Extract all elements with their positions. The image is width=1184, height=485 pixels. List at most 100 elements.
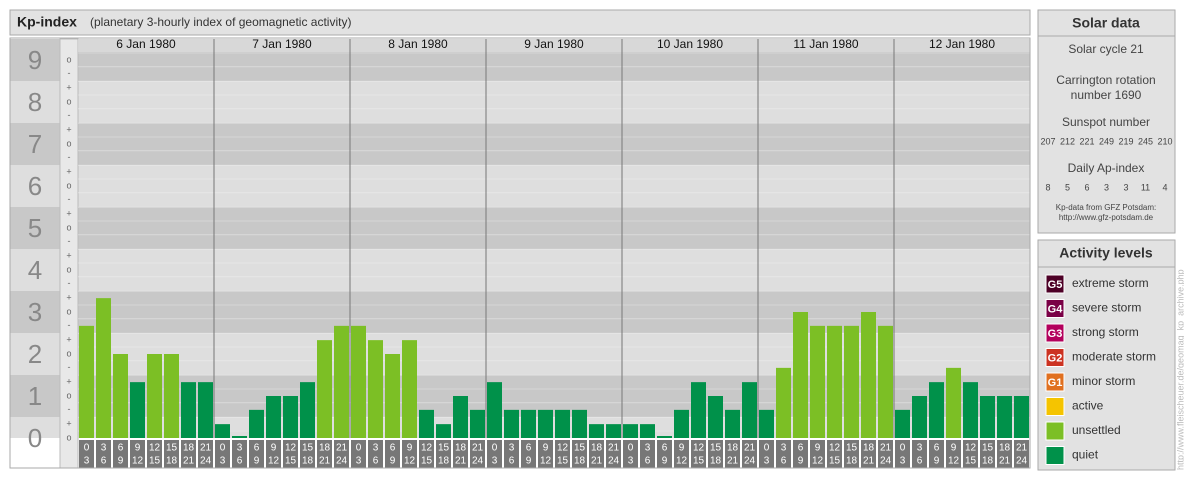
bar xyxy=(79,325,94,438)
hour-box xyxy=(198,440,213,468)
hour-label: 15 xyxy=(285,456,297,467)
bar xyxy=(606,424,621,438)
hour-box xyxy=(266,440,281,468)
bar xyxy=(844,325,859,438)
hour-box xyxy=(793,440,808,468)
bar xyxy=(759,409,774,438)
hour-label: 9 xyxy=(390,456,396,467)
hour-box xyxy=(776,440,791,468)
bar xyxy=(368,340,383,438)
hour-label: 21 xyxy=(608,443,620,454)
legend-swatch xyxy=(1045,348,1065,367)
hour-box xyxy=(249,440,264,468)
hour-label: 0 xyxy=(628,443,634,454)
day-label: 6 Jan 1980 xyxy=(116,37,176,51)
bar xyxy=(487,382,502,438)
bar xyxy=(113,354,128,438)
hour-box xyxy=(283,440,298,468)
hour-label: 3 xyxy=(917,443,923,454)
hour-label: 21 xyxy=(863,456,875,467)
hour-box xyxy=(623,440,638,468)
hour-label: 12 xyxy=(676,456,688,467)
hour-label: 12 xyxy=(285,443,297,454)
hour-box xyxy=(521,440,536,468)
minor-tick-label: + xyxy=(66,419,71,429)
hour-label: 18 xyxy=(302,456,314,467)
bar xyxy=(96,298,111,438)
hour-label: 18 xyxy=(710,456,722,467)
carrington: Carrington rotation xyxy=(1056,73,1155,87)
y-tick-label: 2 xyxy=(28,339,42,369)
day-label: 12 Jan 1980 xyxy=(929,37,995,51)
y-tick-label: 1 xyxy=(28,381,42,411)
legend-swatch xyxy=(1045,372,1065,392)
bar xyxy=(810,325,825,438)
hour-label: 21 xyxy=(591,456,603,467)
bar xyxy=(657,436,672,438)
hour-label: 15 xyxy=(693,456,705,467)
bar xyxy=(640,424,655,438)
legend-title: Activity levels xyxy=(1059,245,1153,261)
header-row xyxy=(78,39,1030,52)
sunspot-value: 210 xyxy=(1157,136,1172,146)
legend-swatch xyxy=(1045,397,1065,416)
hour-label: 15 xyxy=(710,443,722,454)
hour-label: 6 xyxy=(798,443,804,454)
band xyxy=(10,249,1030,291)
hour-label: 15 xyxy=(574,443,586,454)
hour-box xyxy=(215,440,230,468)
legend-label: unsettled xyxy=(1072,423,1121,437)
bar xyxy=(215,424,230,438)
hour-label: 6 xyxy=(917,456,923,467)
hour-box xyxy=(419,440,434,468)
hour-box xyxy=(572,440,587,468)
hour-label: 3 xyxy=(373,443,379,454)
hour-box xyxy=(708,440,723,468)
hour-label: 0 xyxy=(900,443,906,454)
legend-label: minor storm xyxy=(1072,374,1135,388)
hour-box xyxy=(317,440,332,468)
hour-label: 0 xyxy=(764,443,770,454)
hour-label: 18 xyxy=(863,443,875,454)
bar xyxy=(963,382,978,438)
bar xyxy=(691,382,706,438)
hour-label: 21 xyxy=(200,443,212,454)
day-label: 8 Jan 1980 xyxy=(388,37,448,51)
bar xyxy=(232,436,247,438)
y-tick-label: 8 xyxy=(28,87,42,117)
legend-label: active xyxy=(1072,399,1104,413)
band xyxy=(10,165,1030,207)
hour-label: 9 xyxy=(951,443,957,454)
hour-label: 24 xyxy=(200,456,212,467)
ap-value: 3 xyxy=(1123,182,1128,192)
hour-label: 15 xyxy=(149,456,161,467)
band xyxy=(10,123,1030,165)
band xyxy=(10,375,1030,417)
hour-box xyxy=(980,440,995,468)
hour-box xyxy=(334,440,349,468)
hour-label: 24 xyxy=(608,456,620,467)
day-label: 9 Jan 1980 xyxy=(524,37,584,51)
band xyxy=(10,81,1030,123)
legend-badge: G1 xyxy=(1048,377,1063,389)
hour-label: 21 xyxy=(336,443,348,454)
minor-tick-label: + xyxy=(66,125,71,135)
hour-box xyxy=(79,440,94,468)
legend-label: extreme storm xyxy=(1072,276,1149,290)
hour-label: 3 xyxy=(645,443,651,454)
legend-badge: G5 xyxy=(1048,279,1063,291)
bar xyxy=(351,325,366,438)
hour-label: 12 xyxy=(812,456,824,467)
band xyxy=(10,207,1030,249)
hour-label: 15 xyxy=(302,443,314,454)
hour-label: 15 xyxy=(829,456,841,467)
hour-box xyxy=(674,440,689,468)
bar xyxy=(912,396,927,438)
hour-label: 18 xyxy=(166,456,178,467)
hour-label: 9 xyxy=(934,456,940,467)
y-tick-label: 6 xyxy=(28,171,42,201)
hour-label: 6 xyxy=(509,456,515,467)
hour-label: 21 xyxy=(472,443,484,454)
bar xyxy=(725,409,740,438)
hour-label: 6 xyxy=(118,443,124,454)
